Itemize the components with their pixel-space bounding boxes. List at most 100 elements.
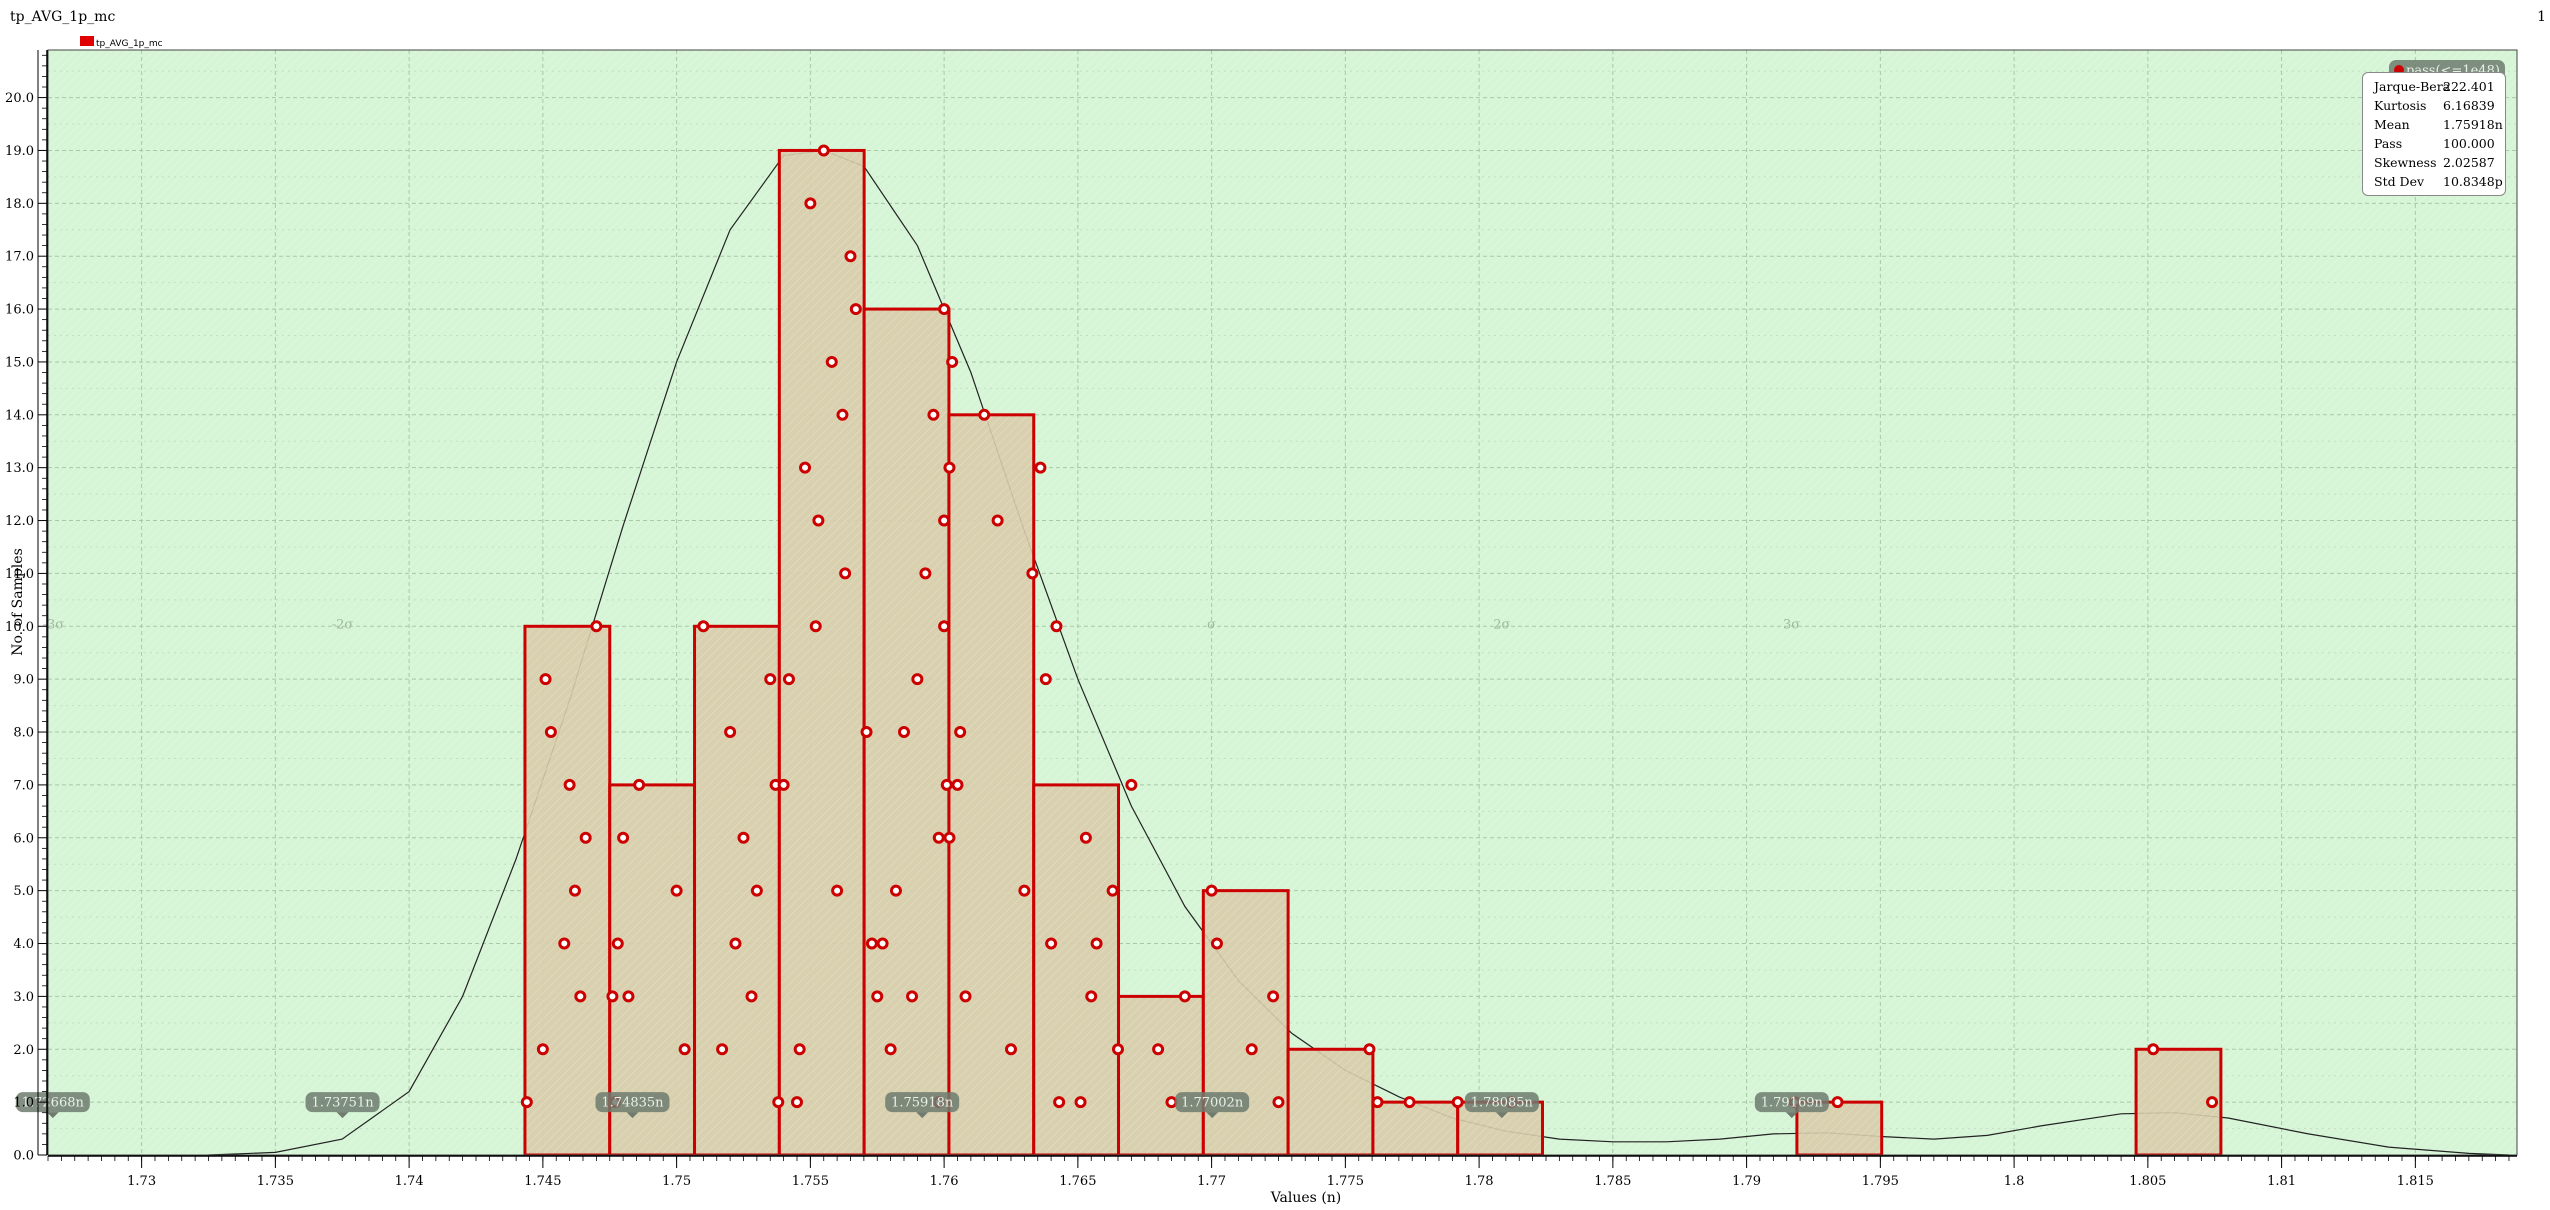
sample-point[interactable] xyxy=(919,567,932,580)
sample-point[interactable] xyxy=(750,884,763,897)
sample-point[interactable] xyxy=(1363,1043,1376,1056)
sample-point[interactable] xyxy=(745,990,758,1003)
sample-point[interactable] xyxy=(809,620,822,633)
sample-point[interactable] xyxy=(1152,1043,1165,1056)
sample-point[interactable] xyxy=(1125,778,1138,791)
sample-point[interactable] xyxy=(1165,1096,1178,1109)
sample-point[interactable] xyxy=(579,831,592,844)
sample-point[interactable] xyxy=(954,726,967,739)
sample-point[interactable] xyxy=(539,673,552,686)
sample-point[interactable] xyxy=(782,673,795,686)
sample-point[interactable] xyxy=(860,726,873,739)
sample-point[interactable] xyxy=(633,778,646,791)
sample-point[interactable] xyxy=(831,884,844,897)
sample-point[interactable] xyxy=(871,990,884,1003)
sample-point[interactable] xyxy=(520,1096,533,1109)
sample-point[interactable] xyxy=(812,514,825,527)
sample-point[interactable] xyxy=(1053,1096,1066,1109)
legend-label[interactable]: tp_AVG_1p_mc xyxy=(96,39,163,49)
sample-point[interactable] xyxy=(1074,1096,1087,1109)
sample-point[interactable] xyxy=(697,620,710,633)
sample-point[interactable] xyxy=(938,514,951,527)
sample-point[interactable] xyxy=(804,197,817,210)
sample-point[interactable] xyxy=(1371,1096,1384,1109)
sample-point[interactable] xyxy=(884,1043,897,1056)
sample-point[interactable] xyxy=(1403,1096,1416,1109)
sample-point[interactable] xyxy=(772,1096,785,1109)
sample-point[interactable] xyxy=(911,673,924,686)
sample-point[interactable] xyxy=(799,461,812,474)
sample-point[interactable] xyxy=(1831,1096,1844,1109)
sample-point[interactable] xyxy=(606,990,619,1003)
sample-point[interactable] xyxy=(836,408,849,421)
sample-point[interactable] xyxy=(622,990,635,1003)
sample-point[interactable] xyxy=(724,726,737,739)
sample-point[interactable] xyxy=(1034,461,1047,474)
sample-point[interactable] xyxy=(940,778,953,791)
sample-point[interactable] xyxy=(1004,1043,1017,1056)
sample-point[interactable] xyxy=(932,831,945,844)
marker-badge[interactable] xyxy=(1175,1092,1250,1113)
sample-point[interactable] xyxy=(817,144,830,157)
sample-point[interactable] xyxy=(563,778,576,791)
sample-point[interactable] xyxy=(946,355,959,368)
marker-badge[interactable] xyxy=(305,1092,380,1113)
sample-point[interactable] xyxy=(943,831,956,844)
sample-point[interactable] xyxy=(865,937,878,950)
sample-point[interactable] xyxy=(927,408,940,421)
sample-point[interactable] xyxy=(938,303,951,316)
sample-point[interactable] xyxy=(2206,1096,2219,1109)
sample-point[interactable] xyxy=(1050,620,1063,633)
sample-point[interactable] xyxy=(1090,937,1103,950)
marker-badge[interactable] xyxy=(1754,1092,1829,1113)
sample-point[interactable] xyxy=(678,1043,691,1056)
sample-point[interactable] xyxy=(897,726,910,739)
marker-badge[interactable] xyxy=(595,1092,670,1113)
sample-point[interactable] xyxy=(876,937,889,950)
sample-point[interactable] xyxy=(1039,673,1052,686)
marker-badge[interactable] xyxy=(15,1092,90,1113)
sample-point[interactable] xyxy=(889,884,902,897)
sample-point[interactable] xyxy=(764,673,777,686)
sample-point[interactable] xyxy=(1045,937,1058,950)
sample-point[interactable] xyxy=(1245,1043,1258,1056)
sample-point[interactable] xyxy=(1085,990,1098,1003)
sample-point[interactable] xyxy=(1267,990,1280,1003)
sample-point[interactable] xyxy=(2147,1043,2160,1056)
sample-point[interactable] xyxy=(849,303,862,316)
sample-point[interactable] xyxy=(839,567,852,580)
sample-point[interactable] xyxy=(558,937,571,950)
sample-point[interactable] xyxy=(670,884,683,897)
sample-point[interactable] xyxy=(568,884,581,897)
sample-point[interactable] xyxy=(777,778,790,791)
sample-point[interactable] xyxy=(951,778,964,791)
sample-point[interactable] xyxy=(938,620,951,633)
sample-point[interactable] xyxy=(544,726,557,739)
sample-point[interactable] xyxy=(617,831,630,844)
sample-point[interactable] xyxy=(590,620,603,633)
sample-point[interactable] xyxy=(978,408,991,421)
sample-point[interactable] xyxy=(611,937,624,950)
sample-point[interactable] xyxy=(793,1043,806,1056)
sample-point[interactable] xyxy=(943,461,956,474)
sample-point[interactable] xyxy=(1210,937,1223,950)
legend-swatch[interactable] xyxy=(80,36,94,46)
marker-badge[interactable] xyxy=(885,1092,960,1113)
sample-point[interactable] xyxy=(1079,831,1092,844)
sample-point[interactable] xyxy=(959,990,972,1003)
sample-point[interactable] xyxy=(1018,884,1031,897)
sample-point[interactable] xyxy=(1026,567,1039,580)
sample-point[interactable] xyxy=(844,250,857,263)
marker-badge[interactable] xyxy=(1464,1092,1539,1113)
sample-point[interactable] xyxy=(991,514,1004,527)
sample-point[interactable] xyxy=(790,1096,803,1109)
sample-point[interactable] xyxy=(574,990,587,1003)
sample-point[interactable] xyxy=(729,937,742,950)
sample-point[interactable] xyxy=(716,1043,729,1056)
sample-point[interactable] xyxy=(1205,884,1218,897)
sample-point[interactable] xyxy=(906,990,919,1003)
sample-point[interactable] xyxy=(825,355,838,368)
sample-point[interactable] xyxy=(1178,990,1191,1003)
sample-point[interactable] xyxy=(536,1043,549,1056)
